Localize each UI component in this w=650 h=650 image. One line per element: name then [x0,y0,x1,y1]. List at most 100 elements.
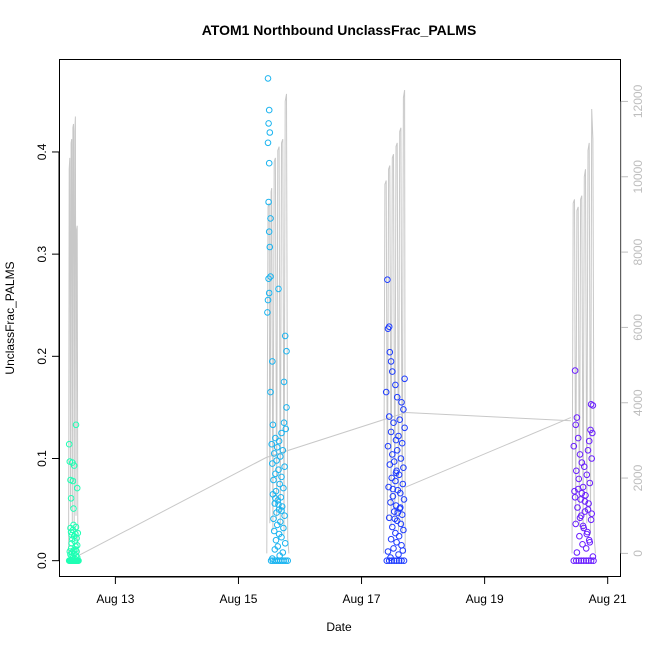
transit-line-2 [405,417,571,488]
data-point [392,529,399,537]
data-point [275,501,282,508]
data-point [70,462,78,469]
data-point [273,521,281,529]
data-point [67,495,75,502]
altitude-trace-2 [266,93,290,554]
x-tick-label: Aug 21 [589,592,627,606]
data-point [583,471,591,479]
data-point [270,450,278,457]
data-point [266,129,274,136]
y2-tick-label: 10000 [631,160,645,194]
data-point [589,553,597,560]
data-point [581,463,588,471]
data-point [392,477,399,485]
x-axis-label: Date [326,620,352,634]
data-point [279,447,287,454]
y-axis-left: 0.0 0.1 0.2 0.3 0.4 [35,143,60,569]
altitude-trace-1 [68,116,79,554]
data-point [579,522,587,530]
data-point [574,504,581,511]
data-point [579,541,586,548]
data-point [275,437,283,445]
data-point [265,275,272,283]
data-point [269,421,277,429]
data-point [583,530,591,538]
data-point [269,460,276,467]
data-point [265,289,273,297]
y-tick-label: 0.1 [35,450,49,467]
data-point [384,276,391,284]
data-point [265,228,273,235]
data-point [280,557,288,565]
data-point [283,404,290,411]
data-point [400,406,407,413]
data-point [396,416,404,424]
data-point [272,536,280,544]
data-point [270,527,278,535]
data-point [393,393,401,401]
data-point [400,526,407,534]
data-point [270,515,277,523]
data-point [72,543,79,550]
data-point [395,557,403,565]
y-tick-label: 0.4 [35,143,49,160]
data-point [272,495,279,502]
data-point [65,440,73,448]
data-point [587,516,595,524]
data-point [70,505,77,512]
data-point [584,447,592,454]
data-point [575,475,583,483]
data-point [389,485,397,493]
data-point [277,494,285,501]
x-tick-label: Aug 15 [219,592,257,606]
data-point [392,381,399,389]
data-point [401,375,408,383]
data-point [395,532,403,540]
data-point [282,557,290,565]
data-point [389,493,397,500]
data-point [576,514,584,522]
data-point [398,399,405,406]
data-point [390,508,398,515]
data-point [266,243,274,251]
data-point [572,520,580,528]
chart-title: ATOM1 Northbound UnclassFrac_PALMS [202,22,477,38]
data-point [264,139,272,147]
data-point [393,557,400,565]
data-point [576,532,583,540]
data-point [281,540,289,547]
transit-lines [78,411,571,557]
data-point [584,506,592,513]
data-point [385,557,393,565]
data-point [265,198,272,206]
data-point [282,425,290,433]
data-point [265,106,273,114]
data-point [267,388,274,396]
data-point [278,429,285,437]
data-point [390,458,398,465]
data-point [278,507,285,514]
data-point [400,464,407,472]
y2-tick-label: 6000 [631,314,645,341]
data-point [392,436,400,444]
y2-tick-label: 12000 [631,84,645,118]
data-point [397,520,405,528]
data-point [269,358,276,365]
data-point [387,535,395,543]
data-point [586,539,594,546]
data-point [397,489,404,497]
data-point [401,424,408,432]
data-point [387,554,394,561]
data-point [70,521,77,529]
data-point [400,557,408,565]
data-point [573,549,581,556]
data-point [388,557,396,565]
data-point [570,442,578,450]
data-point [278,533,285,541]
data-point [573,557,580,565]
data-point [399,480,407,488]
data-point [571,494,579,501]
data-point [389,523,396,531]
data-point [588,510,596,518]
